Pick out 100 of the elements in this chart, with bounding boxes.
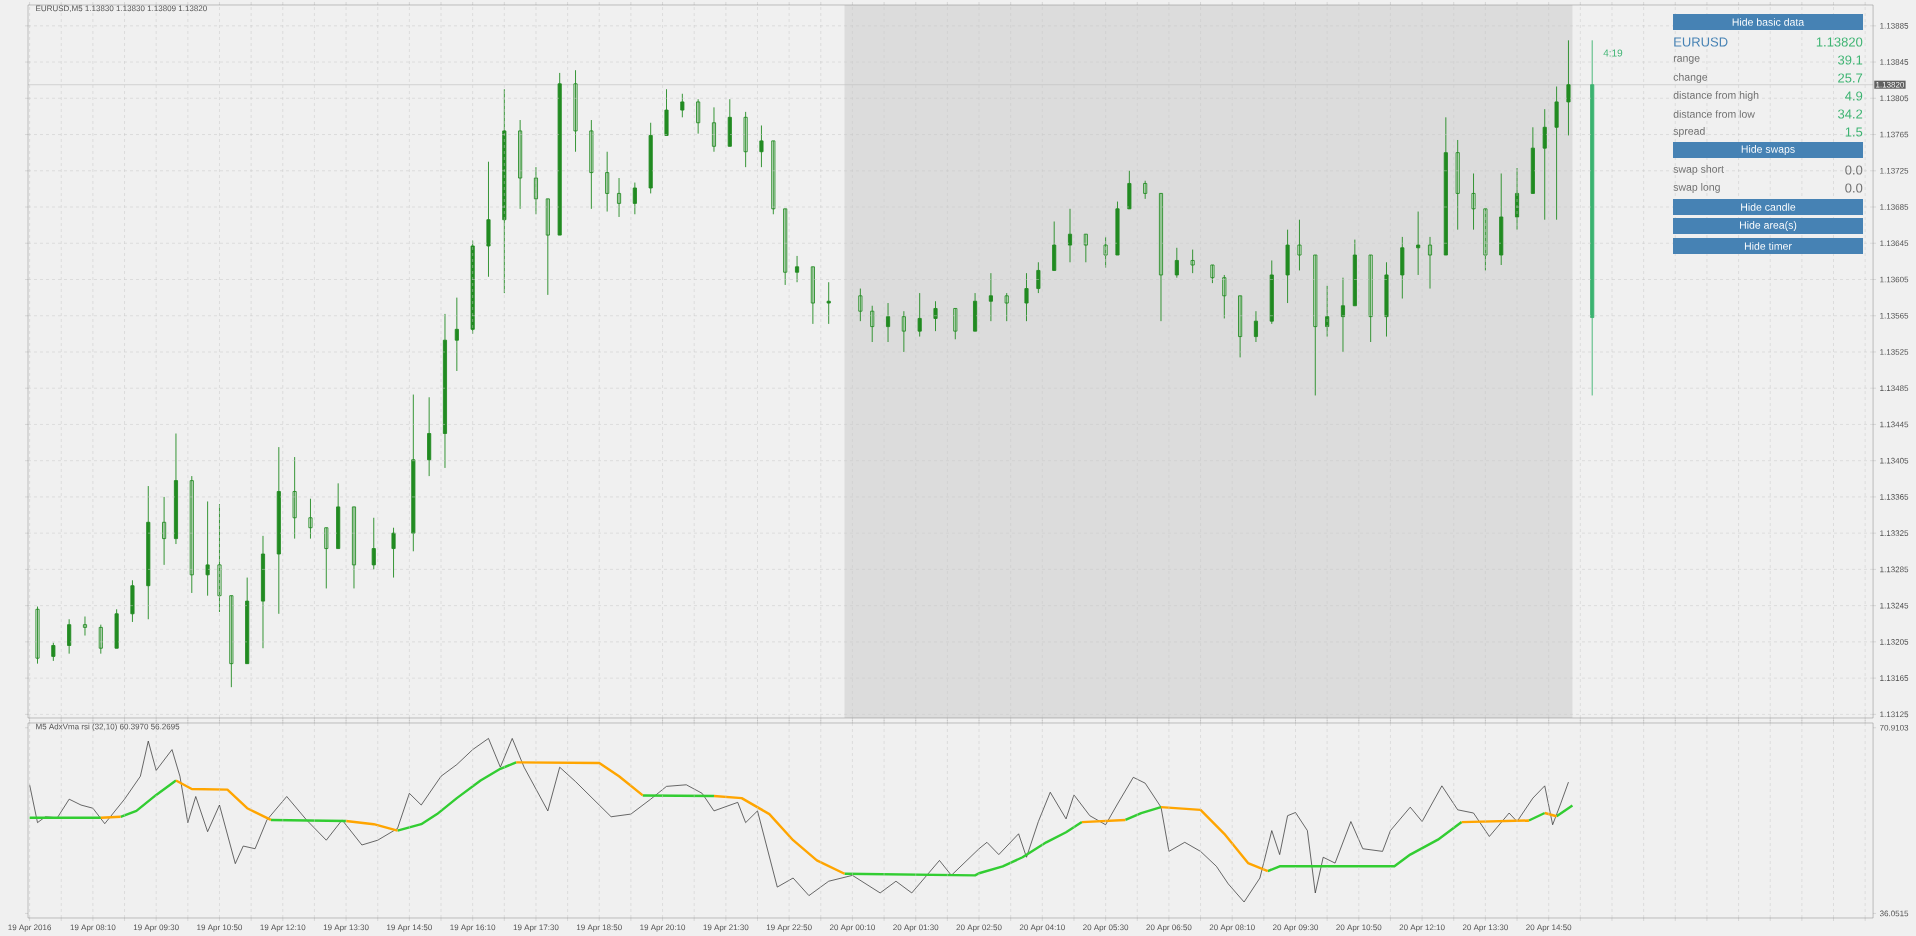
x-tick-label: 19 Apr 22:50: [766, 924, 812, 932]
y-tick-label: 1.13565: [1880, 312, 1909, 319]
y-tick-label: 1.13325: [1880, 530, 1909, 536]
candlestick: [885, 302, 891, 343]
candlestick: [664, 88, 669, 136]
candlestick: [351, 506, 357, 589]
annotation: distance from high: [1673, 91, 1759, 101]
candlestick: [51, 642, 56, 662]
candlestick: [276, 446, 281, 615]
x-tick-label: 20 Apr 06:50: [1146, 924, 1192, 932]
candlestick: [1384, 261, 1389, 338]
candlestick: [680, 93, 685, 118]
annotation: Hide swaps: [1741, 145, 1795, 155]
candlestick: [648, 122, 653, 194]
candlestick: [130, 579, 135, 623]
candlestick: [1190, 249, 1195, 274]
candlestick: [518, 119, 523, 210]
candlestick: [1210, 264, 1215, 284]
annotation: swap long: [1673, 183, 1720, 193]
candlestick: [454, 297, 459, 372]
candlestick: [205, 501, 210, 597]
candlestick: [1542, 108, 1547, 221]
annotation: distance from low: [1673, 110, 1755, 118]
x-tick-label: 19 Apr 17:30: [513, 924, 559, 932]
candlestick: [1590, 39, 1595, 396]
x-tick-label: 20 Apr 05:30: [1083, 924, 1129, 932]
candlestick: [810, 266, 815, 325]
y-tick-label: 36.0515: [1879, 910, 1909, 917]
candlestick: [1499, 173, 1504, 266]
x-tick-label: 20 Apr 08:10: [1209, 924, 1255, 932]
annotation: Hide area(s): [1739, 221, 1797, 231]
annotation: 4:19: [1603, 49, 1623, 57]
x-tick-label: 19 Apr 20:10: [640, 924, 686, 932]
candlestick: [1285, 229, 1290, 304]
candlestick: [245, 577, 250, 665]
candlestick: [260, 535, 266, 649]
candlestick: [545, 198, 550, 296]
y-tick-label: 1.13725: [1880, 167, 1909, 174]
candlestick: [1143, 180, 1148, 200]
x-tick-label: 20 Apr 02:50: [956, 924, 1002, 932]
y-tick-label: 1.13445: [1880, 421, 1909, 428]
candlestick: [1269, 260, 1274, 325]
candlestick: [988, 272, 993, 322]
candlestick: [217, 503, 222, 613]
x-tick-label: 19 Apr 12:10: [260, 924, 306, 932]
candlestick: [411, 394, 416, 552]
y-tick-label: 1.13805: [1880, 95, 1909, 102]
x-tick-label: 20 Apr 09:30: [1273, 924, 1319, 932]
x-tick-label: 19 Apr 10:50: [197, 924, 243, 932]
chart-title: EURUSD,M5 1.13830 1.13830 1.13809 1.13820: [36, 5, 207, 13]
x-tick-label: 19 Apr 18:50: [576, 924, 622, 932]
y-tick-label: 1.13245: [1880, 602, 1909, 609]
y-tick-label: 1.13285: [1880, 566, 1909, 573]
annotation: EURUSD: [1674, 37, 1728, 47]
candlestick: [858, 288, 863, 322]
x-tick-label: 20 Apr 10:50: [1336, 924, 1382, 932]
y-tick-label: 1.13645: [1880, 240, 1909, 247]
x-tick-label: 19 Apr 13:30: [323, 924, 369, 932]
candlestick: [1253, 310, 1258, 343]
candlestick: [371, 517, 376, 570]
y-tick-label: 1.13125: [1880, 711, 1909, 718]
candlestick: [573, 69, 578, 153]
candlestick: [1174, 247, 1179, 279]
x-tick-label: 20 Apr 13:30: [1462, 924, 1508, 932]
candlestick: [771, 140, 776, 215]
candlestick: [470, 240, 475, 335]
candlestick: [711, 106, 717, 153]
y-tick-label: 1.13885: [1880, 22, 1909, 29]
annotation: 4.9: [1845, 91, 1863, 101]
candlestick: [557, 72, 562, 236]
y-tick-label: 1.13405: [1880, 457, 1909, 464]
x-tick-label: 19 Apr 09:30: [133, 924, 179, 932]
candlestick: [1554, 86, 1559, 221]
annotation: Hide candle: [1741, 203, 1796, 211]
annotation: 34.2: [1838, 109, 1863, 119]
candlestick: [442, 313, 448, 469]
candlestick: [67, 618, 72, 655]
candlestick: [1443, 116, 1448, 256]
candlestick: [1127, 170, 1132, 210]
line-series: [843, 820, 1084, 877]
candlestick: [324, 527, 329, 589]
annotation: change: [1673, 73, 1708, 83]
candlestick: [35, 606, 40, 665]
candlestick: [1368, 254, 1373, 343]
y-tick-label: 1.13605: [1880, 276, 1909, 283]
candlestick: [1352, 239, 1357, 307]
candlestick: [1036, 261, 1041, 294]
annotation: range: [1673, 56, 1700, 64]
x-tick-label: 20 Apr 00:10: [829, 924, 876, 932]
candlestick: [953, 308, 958, 340]
annotation: 1.5: [1845, 127, 1863, 137]
candlestick: [759, 125, 764, 168]
candlestick: [1067, 208, 1073, 263]
candlestick: [632, 182, 637, 215]
candlestick: [901, 310, 906, 353]
candlestick: [229, 595, 234, 688]
candlestick: [973, 292, 978, 332]
candlestick: [1238, 295, 1243, 358]
x-tick-label: 19 Apr 14:50: [387, 924, 432, 932]
annotation: Hide timer: [1744, 242, 1792, 250]
